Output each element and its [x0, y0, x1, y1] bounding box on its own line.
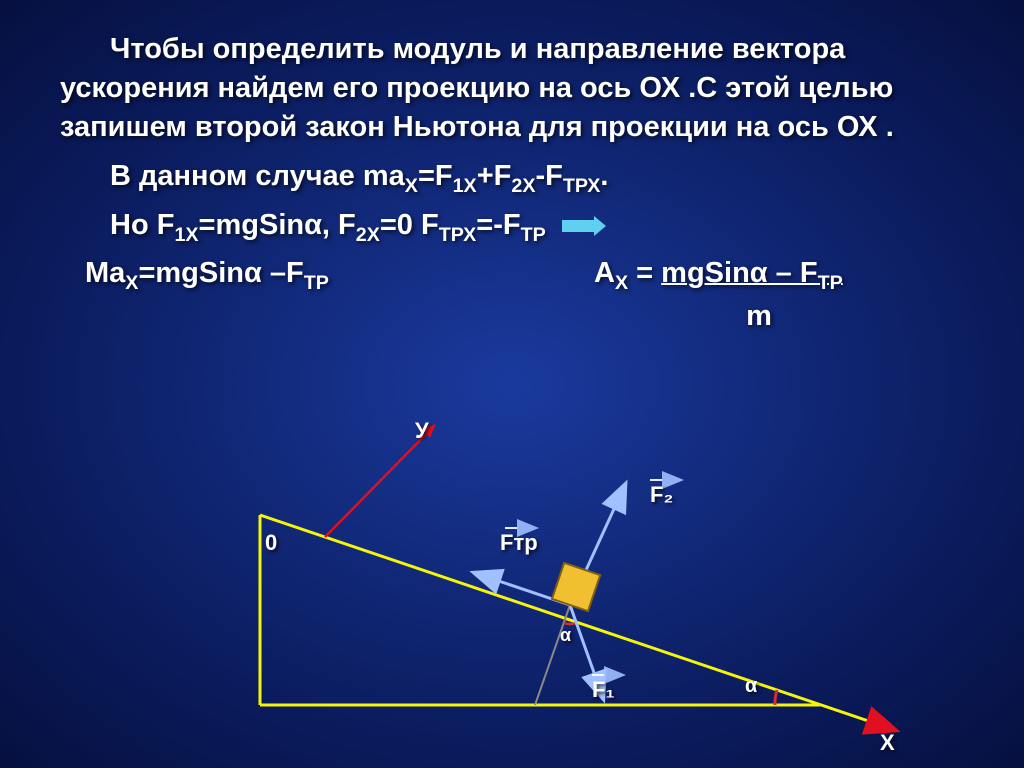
angle-arc-box [564, 623, 576, 624]
paragraph-1: Чтобы определить модуль и направление ве… [60, 30, 964, 147]
paragraph-2: В данном случае maX=F1X+F2X-FТРХ. [60, 157, 964, 199]
eq4r-sub1: X [615, 272, 628, 294]
physics-diagram: У Х 0 F₂ Fтр F₁ α α [200, 420, 900, 760]
eq4r-a: A [594, 257, 615, 289]
eq2-a: В данном случае ma [110, 160, 405, 192]
eq2-d: -F [535, 160, 562, 192]
eq2-b: =F [418, 160, 453, 192]
eq4r-denom: m [594, 297, 964, 336]
eq3-sub3: ТРХ [439, 224, 477, 246]
eq4-b: =mgSinα –F [138, 257, 303, 289]
paragraph-3: Но F1X=mgSinα, F2X=0 FТРХ=-FТР [60, 206, 964, 248]
eq3-sub1: 1X [174, 224, 198, 246]
eq4r-b: = [628, 257, 661, 289]
eq3-a: Но F [110, 209, 174, 241]
eq2-sub2: 1X [453, 175, 477, 197]
eq3-sub2: 2X [356, 224, 380, 246]
eq2-sub3: 2X [511, 175, 535, 197]
eq2-sub1: X [405, 175, 418, 197]
eq3-c: =0 F [380, 209, 439, 241]
gray-aux-line [535, 605, 570, 705]
eq4r-sub2: ТР [818, 272, 843, 294]
eq3-d: =-F [476, 209, 520, 241]
label-x-axis: Х [880, 730, 895, 756]
eq3-sub4: ТР [521, 224, 546, 246]
eq2-e: . [600, 160, 608, 192]
eq4-a: Ma [85, 257, 125, 289]
label-alpha-right: α [745, 675, 757, 698]
eq3-b: =mgSinα, F [199, 209, 356, 241]
eq4-sub1: X [125, 272, 138, 294]
angle-arc-right [775, 690, 777, 705]
label-f2: F₂ [650, 482, 673, 508]
label-f1: F₁ [592, 677, 615, 703]
box-rect [552, 563, 600, 611]
label-ftr: Fтр [500, 530, 538, 556]
eq4r-c: mgSinα – F [661, 257, 817, 289]
eq4-sub2: ТР [304, 272, 329, 294]
label-alpha-box: α [560, 625, 571, 646]
paragraph-4-left: MaX=mgSinα –FТР [60, 254, 329, 296]
diagram-svg [200, 420, 900, 760]
label-origin: 0 [265, 530, 277, 556]
eq2-c: +F [477, 160, 512, 192]
eq2-sub4: ТРХ [563, 175, 601, 197]
box-group [552, 563, 600, 611]
imply-arrow-icon [560, 215, 608, 237]
paragraph-4-right: AX = mgSinα – FТР m [594, 254, 964, 336]
label-y-axis: У [415, 418, 429, 444]
